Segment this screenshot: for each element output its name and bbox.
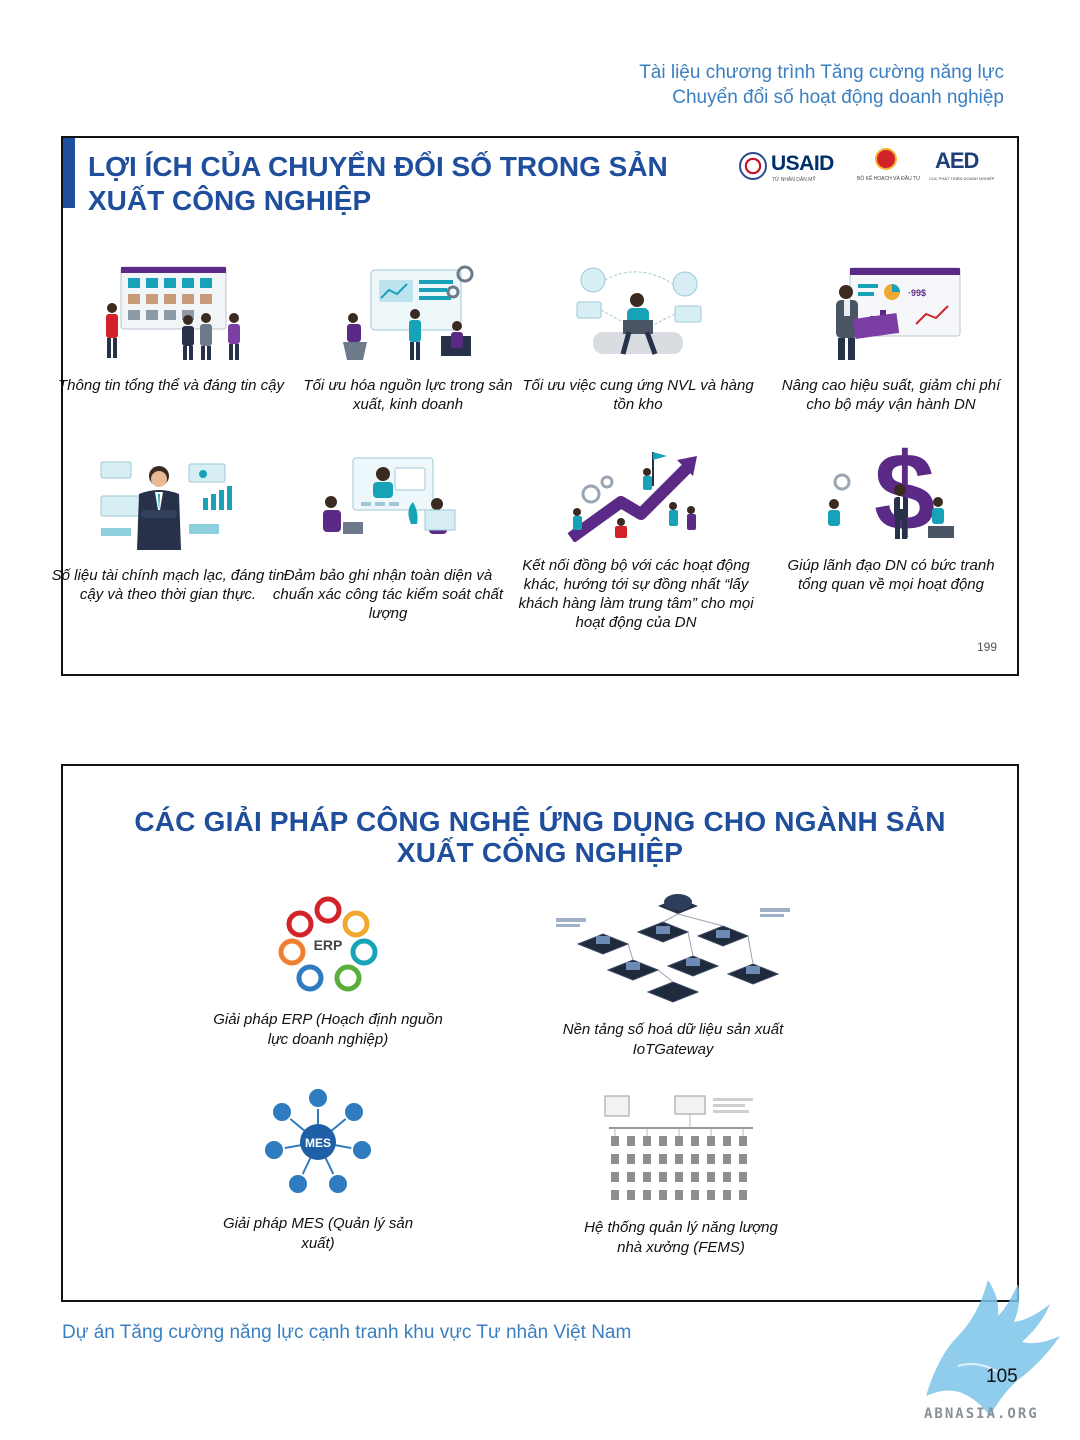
benefit-item: Đảm bảo ghi nhận toàn diện và chuẩn xác …	[268, 452, 508, 623]
resource-optimization-illustration	[343, 265, 474, 360]
slide-2-title-line-1: CÁC GIẢI PHÁP CÔNG NGHỆ ỨNG DỤNG CHO NGÀ…	[134, 806, 946, 837]
solution-caption: Giải pháp MES (Quản lý sản xuất)	[222, 1215, 414, 1252]
benefit-caption: Giúp lãnh đạo DN có bức tranh tổng quan …	[787, 557, 995, 593]
usaid-tagline: TỪ NHÂN DÂN MỸ	[772, 177, 816, 183]
footer-project-name: Dự án Tăng cường năng lực cạnh tranh khu…	[62, 1322, 632, 1343]
quality-control-illustration	[323, 457, 456, 534]
aed-label: CỤC PHÁT TRIỂN DOANH NGHIỆP	[929, 176, 995, 181]
solution-item: Nền tảng số hoá dữ liệu sản xuất IoTGate…	[548, 888, 798, 1060]
svg-text:·99$: ·99$	[908, 288, 926, 298]
slide-2-title: CÁC GIẢI PHÁP CÔNG NGHỆ ỨNG DỤNG CHO NGÀ…	[63, 806, 1017, 868]
slide-2-title-line-2: XUẤT CÔNG NGHIỆP	[396, 837, 684, 868]
aed-logo: AED CỤC PHÁT TRIỂN DOANH NGHIỆP	[929, 148, 994, 192]
solution-caption: Nền tảng số hoá dữ liệu sản xuất IoTGate…	[562, 1021, 784, 1058]
benefit-caption: Kết nối đồng bộ với các hoạt động khác, …	[518, 557, 754, 631]
slide-1-title: LỢI ÍCH CỦA CHUYỂN ĐỔI SỐ TRONG SẢN XUẤT…	[88, 151, 668, 216]
solution-item: MES Giải pháp MES (Quản lý sản xuất)	[208, 1084, 428, 1254]
financial-data-illustration	[100, 461, 232, 550]
solution-caption: Hệ thống quản lý năng lượng nhà xưởng (F…	[584, 1219, 778, 1256]
slide-solutions: CÁC GIẢI PHÁP CÔNG NGHỆ ỨNG DỤNG CHO NGÀ…	[61, 764, 1019, 1302]
solution-item: ERP Giải pháp ERP (Hoạch định nguồn lực …	[213, 890, 443, 1050]
erp-center-label: ERP	[314, 937, 343, 953]
watermark-text: ABNASIA.ORG	[924, 1406, 1039, 1422]
benefit-item: Tối ưu việc cung ứng NVL và hàng tồn kho	[518, 262, 758, 414]
mpi-logo: BỘ KẾ HOẠCH VÀ ĐẦU TƯ	[857, 148, 921, 192]
mes-center-label: MES	[305, 1136, 331, 1150]
benefit-item: Thông tin tổng thể và đáng tin cậy	[51, 262, 291, 395]
header-line-1: Tài liệu chương trình Tăng cường năng lự…	[639, 62, 1004, 83]
benefit-caption: Thông tin tổng thể và đáng tin cậy	[58, 377, 284, 394]
solution-item: Hệ thống quản lý năng lượng nhà xưởng (F…	[571, 1092, 791, 1258]
page-header: Tài liệu chương trình Tăng cường năng lự…	[639, 60, 1004, 110]
benefit-item: $ Giúp lãnh đạo DN có bức tranh tổng qua…	[771, 442, 1011, 594]
usaid-logo: USAID TỪ NHÂN DÂN MỸ	[739, 150, 839, 190]
benefit-caption: Số liệu tài chính mạch lạc, đáng tin cậy…	[51, 567, 285, 603]
page-number: 105	[986, 1366, 1018, 1387]
dollar-overview-illustration: $	[828, 442, 954, 542]
benefit-caption: Tối ưu hóa nguồn lực trong sản xuất, kin…	[303, 377, 513, 413]
mpi-label: BỘ KẾ HOẠCH VÀ ĐẦU TƯ	[857, 176, 921, 182]
erp-diagram-icon: ERP	[278, 896, 378, 992]
usaid-seal-icon	[739, 152, 767, 180]
benefit-caption: Đảm bảo ghi nhận toàn diện và chuẩn xác …	[272, 567, 504, 622]
aed-wordmark: AED	[935, 148, 979, 173]
benefit-item: Kết nối đồng bộ với các hoạt động khác, …	[516, 442, 756, 632]
title-accent-bar	[63, 138, 75, 208]
header-line-2: Chuyển đổi số hoạt động doanh nghiệp	[672, 87, 1004, 108]
iot-gateway-diagram-icon	[556, 894, 790, 1003]
abnasia-bird-watermark-icon	[926, 1280, 1060, 1416]
supply-inventory-illustration	[576, 267, 702, 355]
performance-dashboard-illustration: ·99$	[836, 267, 961, 360]
benefit-item: ·99$ Nâng cao hiệu suất, giảm chi phí ch…	[771, 262, 1011, 414]
fems-diagram-icon	[604, 1095, 753, 1200]
dashboard-team-illustration	[106, 266, 240, 360]
slide-benefits: LỢI ÍCH CỦA CHUYỂN ĐỔI SỐ TRONG SẢN XUẤT…	[52, 136, 1019, 676]
solution-caption: Giải pháp ERP (Hoạch định nguồn lực doan…	[213, 1011, 443, 1048]
slide-number: 199	[976, 640, 997, 654]
mpi-emblem-icon	[875, 148, 897, 170]
mes-diagram-icon: MES	[263, 1087, 373, 1195]
growth-arrow-illustration	[567, 452, 697, 542]
partner-logos: USAID TỪ NHÂN DÂN MỸ BỘ KẾ HOẠCH VÀ ĐẦU …	[739, 148, 994, 198]
benefit-caption: Tối ưu việc cung ứng NVL và hàng tồn kho	[522, 377, 754, 413]
benefit-item: Số liệu tài chính mạch lạc, đáng tin cậy…	[48, 452, 288, 604]
benefit-caption: Nâng cao hiệu suất, giảm chi phí cho bộ …	[781, 377, 1001, 413]
benefit-item: Tối ưu hóa nguồn lực trong sản xuất, kin…	[288, 262, 528, 414]
usaid-wordmark: USAID	[771, 152, 834, 175]
